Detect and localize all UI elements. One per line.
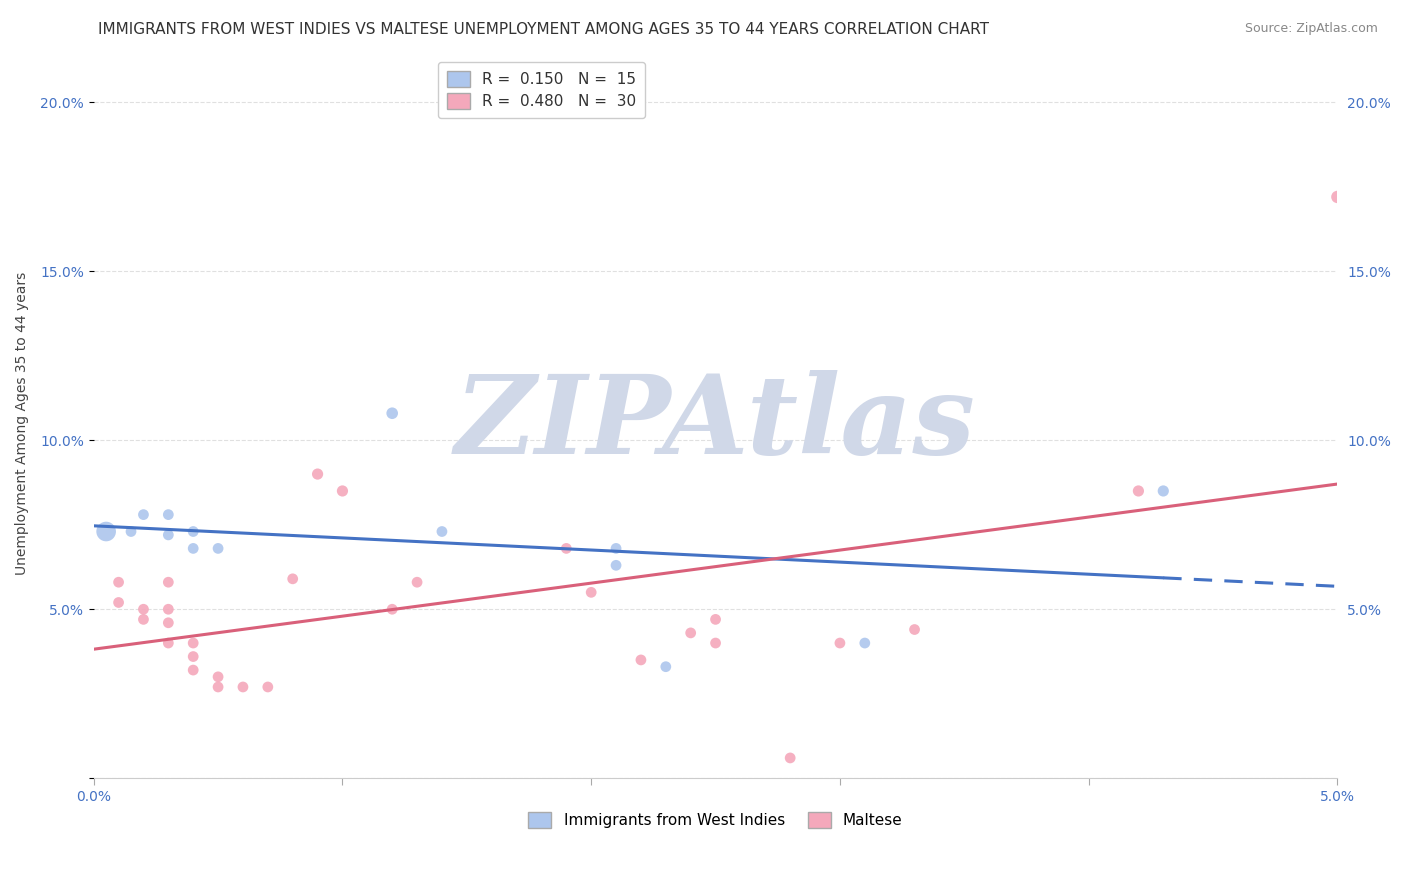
- Point: [107, 575, 129, 590]
- Point: [332, 483, 354, 498]
- Point: [381, 602, 404, 616]
- Point: [181, 636, 204, 650]
- Point: [281, 572, 304, 586]
- Text: ZIPAtlas: ZIPAtlas: [456, 369, 976, 477]
- Point: [381, 406, 404, 420]
- Y-axis label: Unemployment Among Ages 35 to 44 years: Unemployment Among Ages 35 to 44 years: [15, 272, 30, 575]
- Point: [630, 653, 652, 667]
- Point: [157, 602, 180, 616]
- Point: [307, 467, 329, 481]
- Point: [120, 524, 142, 539]
- Point: [903, 623, 925, 637]
- Point: [132, 508, 155, 522]
- Point: [207, 670, 229, 684]
- Point: [157, 636, 180, 650]
- Point: [94, 524, 117, 539]
- Point: [406, 575, 429, 590]
- Point: [605, 541, 627, 556]
- Point: [232, 680, 254, 694]
- Text: Source: ZipAtlas.com: Source: ZipAtlas.com: [1244, 22, 1378, 36]
- Point: [157, 508, 180, 522]
- Point: [853, 636, 876, 650]
- Point: [157, 575, 180, 590]
- Point: [132, 612, 155, 626]
- Point: [1326, 190, 1348, 204]
- Point: [181, 663, 204, 677]
- Point: [555, 541, 578, 556]
- Point: [579, 585, 602, 599]
- Point: [779, 751, 801, 765]
- Point: [107, 595, 129, 609]
- Point: [605, 558, 627, 573]
- Point: [1152, 483, 1174, 498]
- Point: [1128, 483, 1150, 498]
- Point: [679, 626, 702, 640]
- Point: [256, 680, 278, 694]
- Point: [207, 680, 229, 694]
- Point: [430, 524, 453, 539]
- Point: [181, 524, 204, 539]
- Point: [655, 659, 678, 673]
- Point: [207, 541, 229, 556]
- Point: [828, 636, 851, 650]
- Point: [181, 541, 204, 556]
- Point: [704, 612, 727, 626]
- Point: [181, 649, 204, 664]
- Point: [132, 602, 155, 616]
- Legend: Immigrants from West Indies, Maltese: Immigrants from West Indies, Maltese: [523, 806, 908, 834]
- Text: IMMIGRANTS FROM WEST INDIES VS MALTESE UNEMPLOYMENT AMONG AGES 35 TO 44 YEARS CO: IMMIGRANTS FROM WEST INDIES VS MALTESE U…: [98, 22, 990, 37]
- Point: [704, 636, 727, 650]
- Point: [157, 528, 180, 542]
- Point: [157, 615, 180, 630]
